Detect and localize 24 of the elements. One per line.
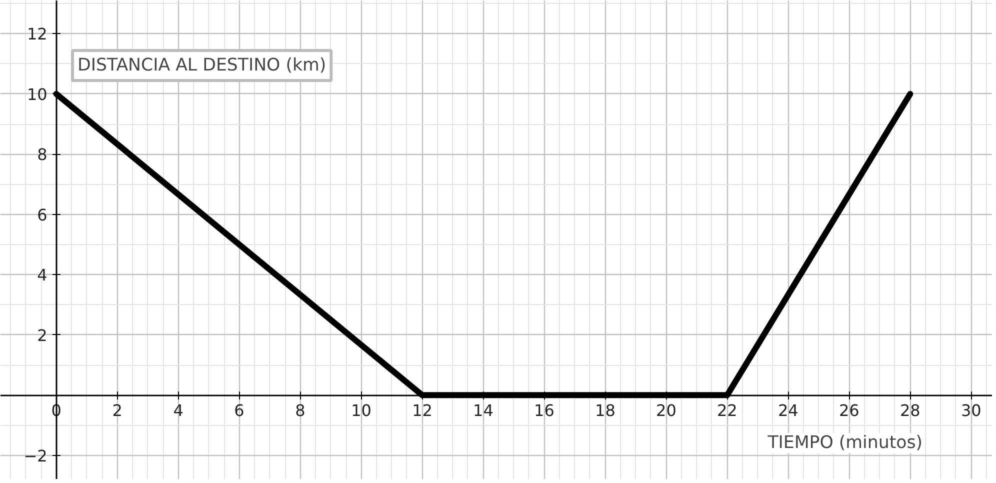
- x-tick-label: 2: [112, 401, 122, 420]
- y-tick-label: −2: [24, 446, 48, 466]
- x-tick-label: 26: [838, 401, 860, 420]
- x-tick-label: 14: [473, 401, 494, 420]
- x-tick-label: 16: [534, 401, 554, 420]
- x-tick-label: 18: [595, 401, 616, 420]
- y-tick-label: 10: [26, 84, 48, 104]
- x-tick-label: 6: [234, 401, 244, 420]
- x-tick-label: 4: [173, 401, 184, 420]
- y-tick-label: 8: [37, 145, 48, 164]
- y-axis-title: DISTANCIA AL DESTINO (km): [78, 56, 326, 76]
- x-tick-label: 30: [960, 401, 982, 420]
- x-tick-label: 10: [351, 401, 372, 420]
- y-tick-label: 12: [26, 24, 48, 44]
- y-tick-label: 4: [37, 266, 48, 285]
- y-tick-label: 2: [37, 326, 48, 345]
- x-tick-label: 8: [295, 401, 306, 420]
- y-tick-label: 6: [37, 205, 48, 224]
- x-axis-title: TIEMPO (minutos): [766, 433, 923, 454]
- x-tick-label: 20: [656, 401, 676, 420]
- x-tick-label: 28: [900, 401, 920, 420]
- x-tick-label: 24: [778, 401, 798, 420]
- x-tick-label: 12: [412, 401, 432, 420]
- x-tick-label: 22: [717, 401, 738, 420]
